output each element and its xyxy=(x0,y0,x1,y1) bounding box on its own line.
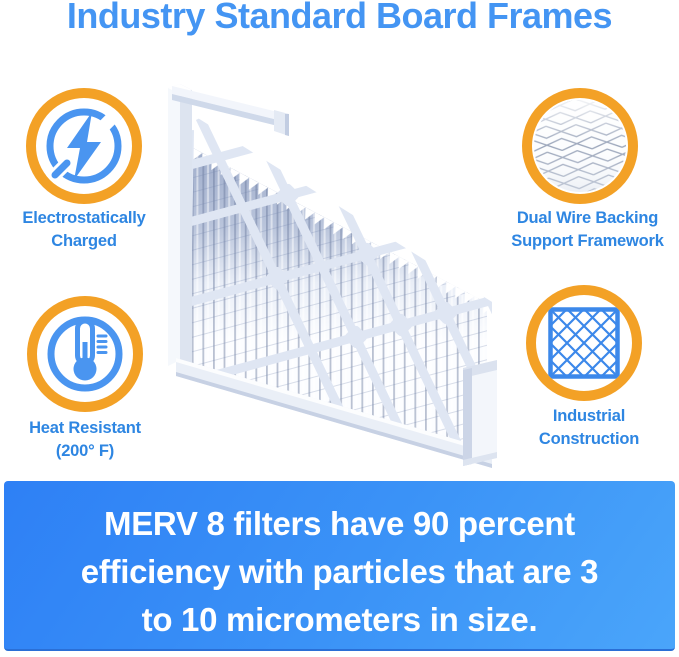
frame-right-channel xyxy=(463,360,497,466)
feature-label-line: Heat Resistant xyxy=(29,419,141,437)
feature-label: Heat Resistant (200° F) xyxy=(0,417,170,463)
banner-line: MERV 8 filters have 90 percent xyxy=(104,505,575,542)
wire-mesh-icon xyxy=(534,100,626,192)
orange-ring xyxy=(27,296,143,412)
feature-label-line: Dual Wire Backing xyxy=(516,209,659,227)
banner-line: to 10 micrometers in size. xyxy=(141,601,538,638)
orange-ring xyxy=(26,88,142,204)
air-filter-image xyxy=(168,84,497,468)
lightning-icon xyxy=(37,99,131,193)
feature-label: Industrial Construction xyxy=(499,405,679,451)
frame-bottom-rail xyxy=(176,358,492,468)
feature-label-line: Electrostatically xyxy=(22,209,146,227)
frame-top-rail xyxy=(172,86,289,136)
orange-ring xyxy=(522,88,638,204)
feature-label: Electrostatically Charged xyxy=(0,207,168,253)
lattice-grid-icon xyxy=(548,307,620,379)
info-banner: MERV 8 filters have 90 percent efficienc… xyxy=(4,481,675,651)
orange-ring xyxy=(526,285,642,401)
page-title: Industry Standard Board Frames xyxy=(66,0,613,36)
feature-label-line: Industrial xyxy=(552,407,626,425)
thermometer-icon xyxy=(47,316,123,392)
lattice-nodes xyxy=(265,183,458,349)
frame-left-edge xyxy=(168,84,192,366)
banner-line: efficiency with particles that are 3 xyxy=(80,553,599,590)
feature-label-line: Support Framework xyxy=(511,232,664,250)
feature-label-line: Charged xyxy=(51,232,117,250)
feature-label: Dual Wire Backing Support Framework xyxy=(496,207,679,253)
feature-label-line: Construction xyxy=(538,430,640,448)
feature-label-line: (200° F) xyxy=(55,442,115,460)
